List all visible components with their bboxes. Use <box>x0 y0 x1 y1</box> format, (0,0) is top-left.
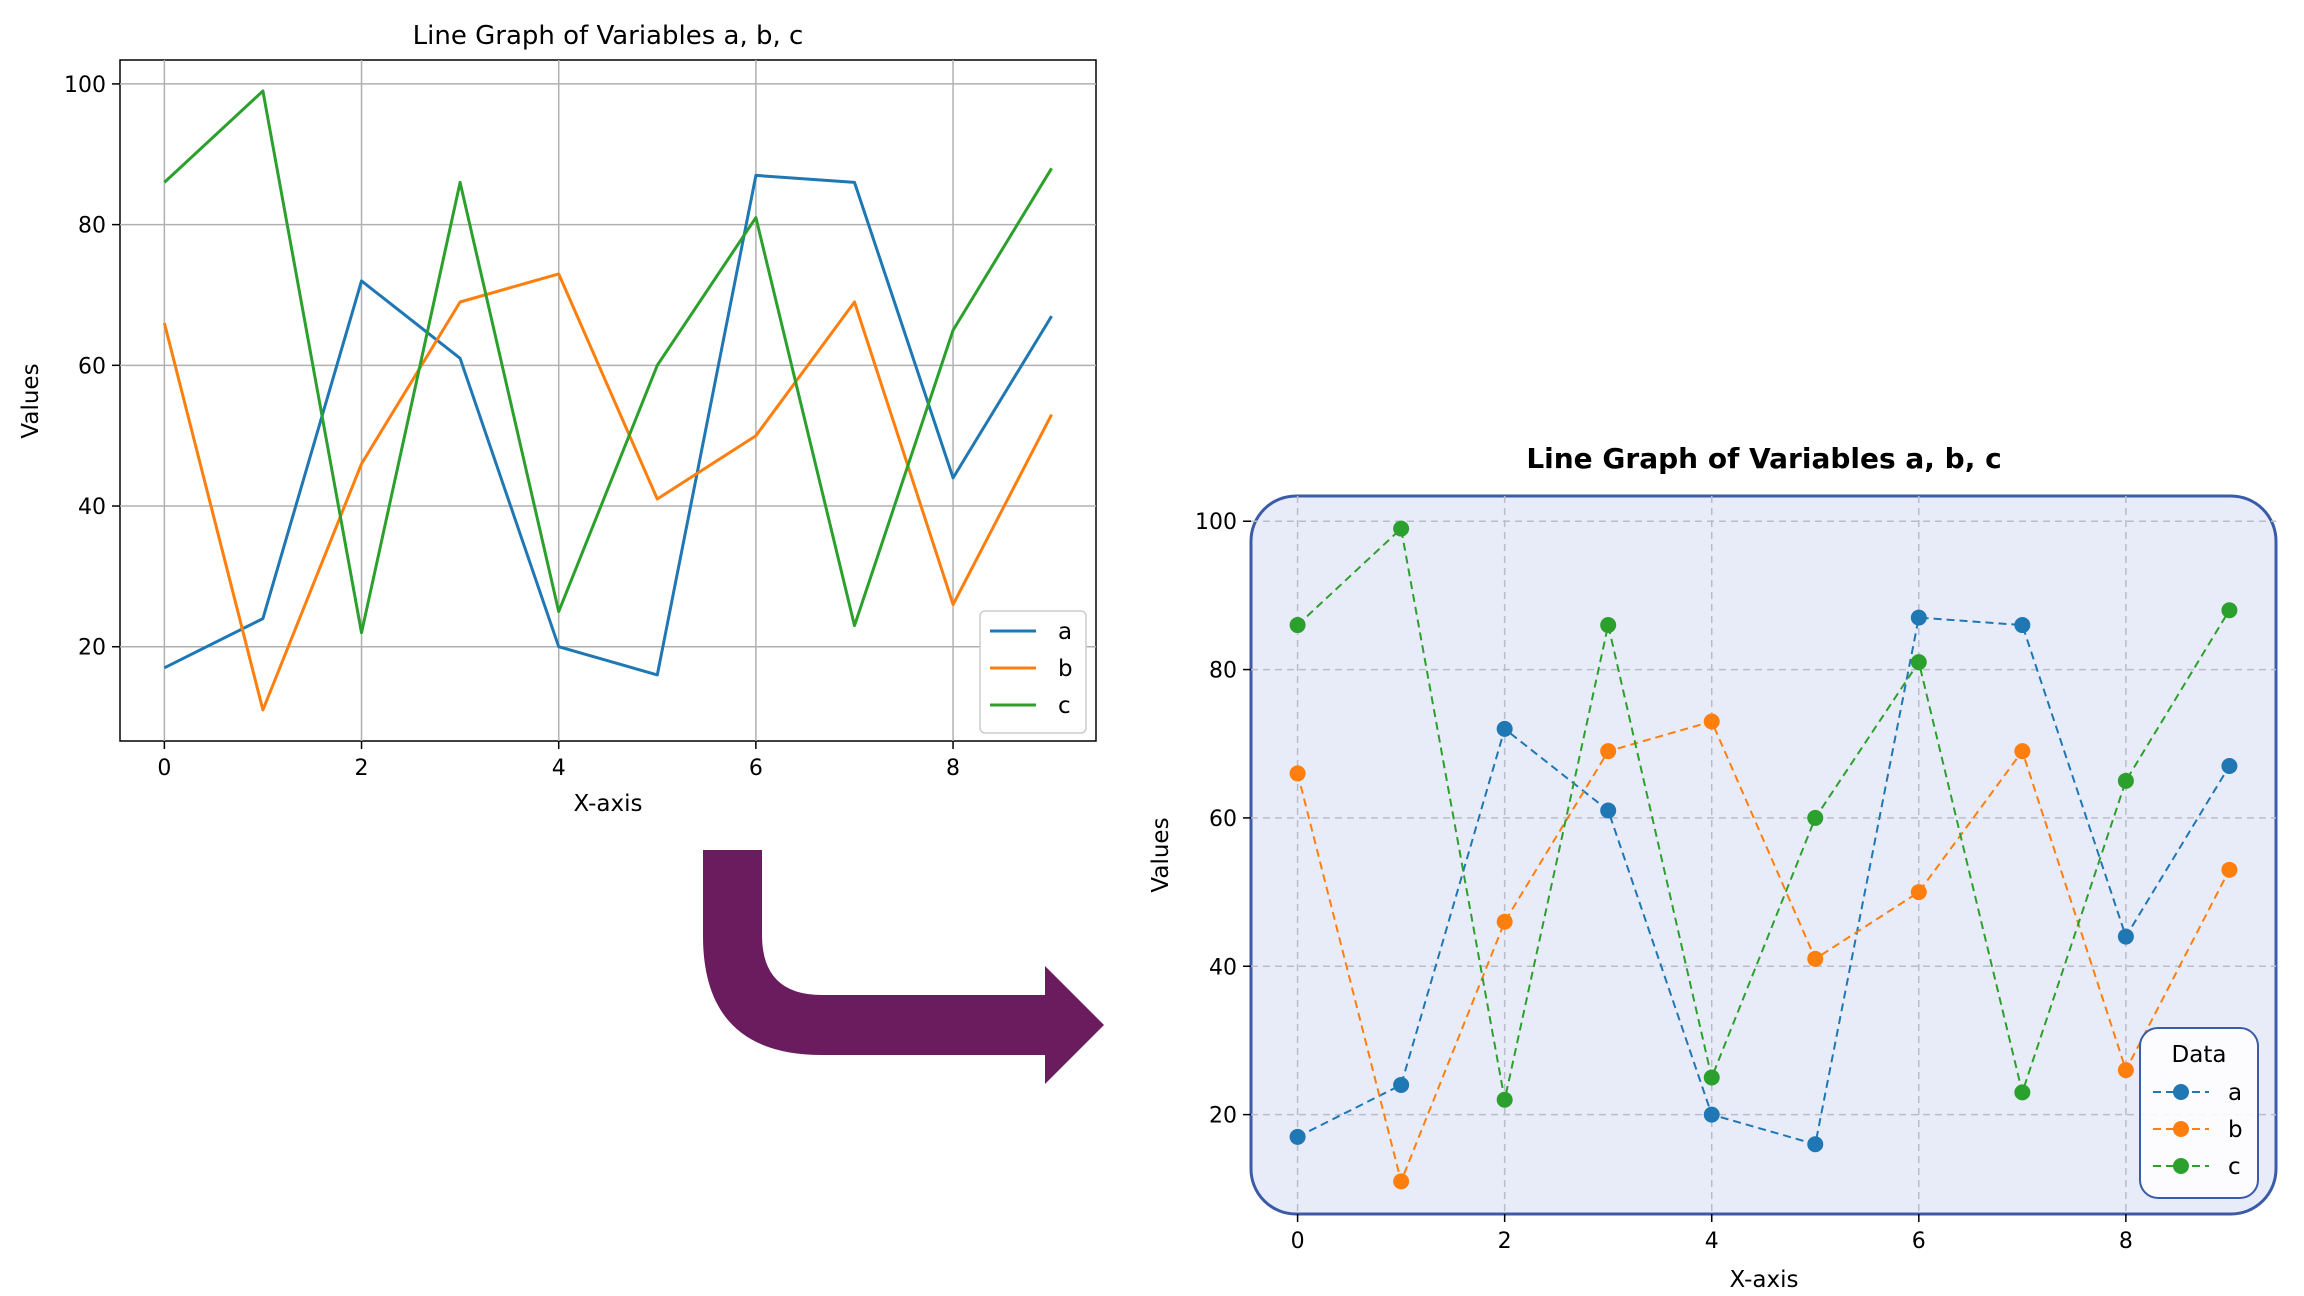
y-tick-label: 60 <box>78 354 106 379</box>
curved-arrow-icon <box>703 850 1104 1084</box>
data-point-b <box>1600 743 1617 760</box>
plot-frame <box>119 59 1097 742</box>
data-point-a <box>1600 802 1617 819</box>
data-point-c <box>1807 809 1824 826</box>
y-tick-label: 20 <box>1209 1104 1237 1129</box>
x-tick-label: 0 <box>157 756 171 781</box>
y-axis-label: Values <box>1148 817 1174 892</box>
x-tick-labels: 0 2 4 6 8 <box>157 741 960 781</box>
legend-box <box>979 610 1087 734</box>
series-line-c <box>1296 527 2231 1101</box>
grid-lines <box>120 60 1096 741</box>
legend-label-a: a <box>2228 1080 2242 1106</box>
legend-marker-b <box>2173 1121 2189 1137</box>
x-tick-label: 8 <box>946 756 960 781</box>
data-point-c <box>2117 772 2134 789</box>
x-tick-label: 8 <box>2119 1229 2133 1254</box>
series-lines <box>1289 520 2238 1190</box>
data-point-b <box>2014 743 2031 760</box>
series-line-a <box>1297 616 2231 1146</box>
data-point-b <box>1703 713 1720 730</box>
y-tick-label: 100 <box>64 73 106 98</box>
data-point-c <box>1600 617 1617 634</box>
data-point-a <box>1393 1076 1410 1093</box>
styled-line-chart: 0 2 4 6 8 20 40 60 80 100 Line Graph of Variable… <box>1148 442 2278 1293</box>
legend-marker-c <box>2173 1158 2189 1174</box>
legend-label-a: a <box>1058 619 1072 645</box>
x-tick-label: 2 <box>1498 1229 1512 1254</box>
x-axis-label: X-axis <box>1730 1267 1799 1293</box>
data-point-a <box>1496 720 1513 737</box>
x-tick-label: 6 <box>749 756 763 781</box>
data-point-a <box>1807 1136 1824 1153</box>
legend: Data a b c <box>2139 1027 2259 1199</box>
y-tick-label: 100 <box>1195 510 1237 535</box>
chart-title: Line Graph of Variables a, b, c <box>413 21 804 51</box>
y-tick-labels: 20 40 60 80 100 <box>64 73 120 661</box>
y-tick-label: 40 <box>78 495 106 520</box>
y-tick-label: 40 <box>1209 955 1237 980</box>
series-line-b <box>162 272 1053 712</box>
legend-label-c: c <box>2228 1154 2241 1180</box>
data-point-b <box>1496 913 1513 930</box>
data-point-c <box>2014 1084 2031 1101</box>
original-line-chart: 0 2 4 6 8 20 40 60 80 100 Line Graph of Variable… <box>18 21 1097 817</box>
grid-lines <box>1251 496 2276 1214</box>
data-point-b <box>1393 1173 1410 1190</box>
x-tick-label: 2 <box>355 756 369 781</box>
series-line-b <box>1296 720 2231 1183</box>
x-tick-labels: 0 2 4 6 8 <box>1291 1214 2133 1254</box>
data-point-a <box>1910 609 1927 626</box>
y-tick-labels: 20 40 60 80 100 <box>1195 510 1251 1129</box>
data-point-b <box>1910 884 1927 901</box>
data-point-a <box>2014 617 2031 634</box>
data-point-c <box>1703 1069 1720 1086</box>
data-point-a <box>1703 1106 1720 1123</box>
x-tick-label: 4 <box>1705 1229 1719 1254</box>
legend-title: Data <box>2172 1042 2227 1068</box>
data-point-a <box>1289 1128 1306 1145</box>
y-axis-label: Values <box>18 363 44 438</box>
data-point-b <box>2117 1062 2134 1079</box>
data-point-c <box>1289 617 1306 634</box>
data-point-c <box>1496 1091 1513 1108</box>
chart-title: Line Graph of Variables a, b, c <box>1526 442 2001 475</box>
data-point-c <box>1910 654 1927 671</box>
data-point-b <box>1289 765 1306 782</box>
series-line-a <box>163 173 1053 677</box>
data-point-a <box>2117 928 2134 945</box>
plot-frame <box>1249 494 2278 1216</box>
series-lines <box>162 89 1053 712</box>
data-point-b <box>1807 950 1824 967</box>
data-point-c <box>1393 520 1410 537</box>
data-point-c <box>2221 602 2238 619</box>
legend-label-b: b <box>2228 1117 2243 1143</box>
legend-box <box>2139 1027 2259 1199</box>
series-line-c <box>163 89 1053 635</box>
y-tick-label: 80 <box>78 214 106 239</box>
legend-label-b: b <box>1058 656 1073 682</box>
y-tick-label: 80 <box>1209 659 1237 684</box>
legend: a b c <box>979 610 1087 734</box>
legend-marker-a <box>2173 1084 2189 1100</box>
legend-label-c: c <box>1058 693 1071 719</box>
x-tick-label: 0 <box>1291 1229 1305 1254</box>
y-tick-label: 60 <box>1209 807 1237 832</box>
y-tick-label: 20 <box>78 636 106 661</box>
x-tick-label: 6 <box>1912 1229 1926 1254</box>
x-tick-label: 4 <box>552 756 566 781</box>
data-point-b <box>2221 861 2238 878</box>
x-axis-label: X-axis <box>574 791 643 817</box>
data-point-a <box>2221 757 2238 774</box>
